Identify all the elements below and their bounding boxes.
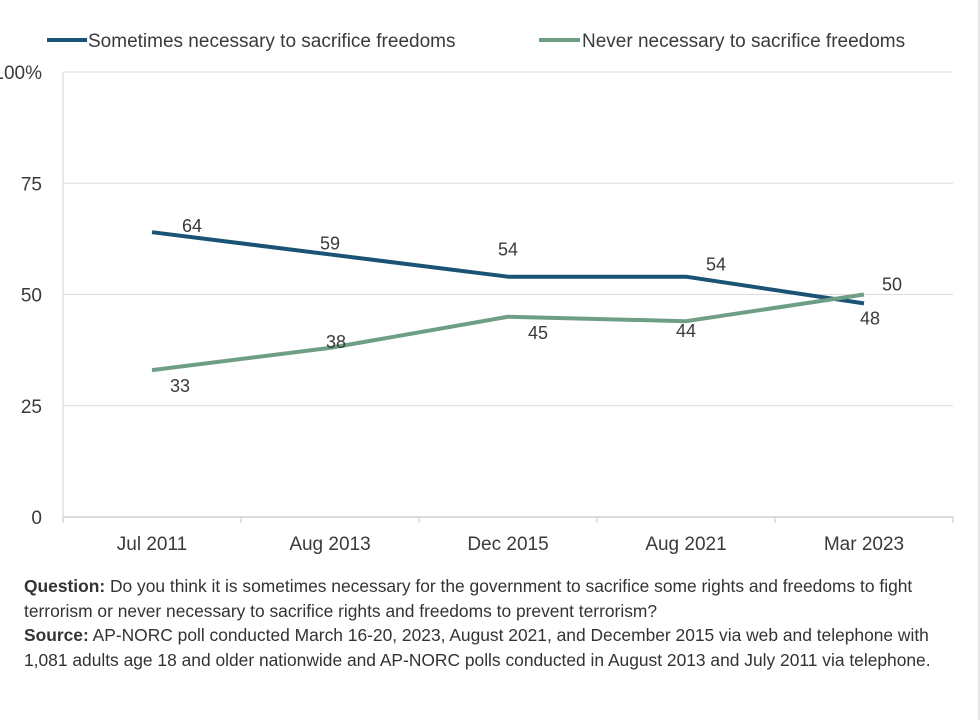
line-chart: Sometimes necessary to sacrifice freedom… (0, 31, 954, 555)
y-tick-label: 0 (31, 508, 42, 529)
x-tick-label: Jul 2011 (117, 534, 187, 555)
frame-edge (978, 0, 980, 720)
data-label: 33 (170, 376, 190, 396)
x-tick-label: Aug 2013 (289, 534, 370, 555)
data-label: 50 (882, 275, 902, 295)
chart-footnote: Question: Do you think it is sometimes n… (24, 574, 959, 672)
y-tick-label: 25 (21, 397, 42, 418)
question-label: Question: (24, 576, 106, 596)
data-label: 45 (528, 323, 548, 343)
source-text: AP-NORC poll conducted March 16-20, 2023… (24, 625, 931, 670)
data-label: 54 (706, 255, 726, 275)
data-label: 59 (320, 233, 340, 253)
question-text: Do you think it is sometimes necessary f… (24, 576, 913, 621)
x-tick-label: Dec 2015 (467, 534, 548, 555)
series-lines (151, 230, 865, 373)
series-line-1 (151, 230, 865, 306)
y-tick-label: 50 (21, 286, 42, 307)
axes: 0 25 50 75 100% Jul 2011 Aug 2013 Dec 2015 Aug 2… (0, 63, 954, 555)
data-label: 48 (860, 308, 880, 328)
data-label: 64 (182, 216, 202, 236)
legend-label: Sometimes necessary to sacrifice freedom… (88, 31, 455, 52)
chart-legend: Sometimes necessary to sacrifice freedom… (47, 31, 905, 52)
source-label: Source: (24, 625, 89, 645)
x-tick-label: Aug 2021 (645, 534, 726, 555)
y-tick-label: 75 (21, 174, 42, 195)
data-labels: 64 59 54 54 48 33 38 45 44 50 (170, 216, 902, 396)
y-tick-label: 100% (0, 63, 42, 84)
legend-label: Never necessary to sacrifice freedoms (582, 31, 905, 52)
data-label: 54 (498, 240, 518, 260)
x-tick-label: Mar 2023 (824, 534, 904, 555)
data-label: 44 (676, 321, 696, 341)
series-line-2 (151, 292, 865, 373)
data-label: 38 (326, 332, 346, 352)
